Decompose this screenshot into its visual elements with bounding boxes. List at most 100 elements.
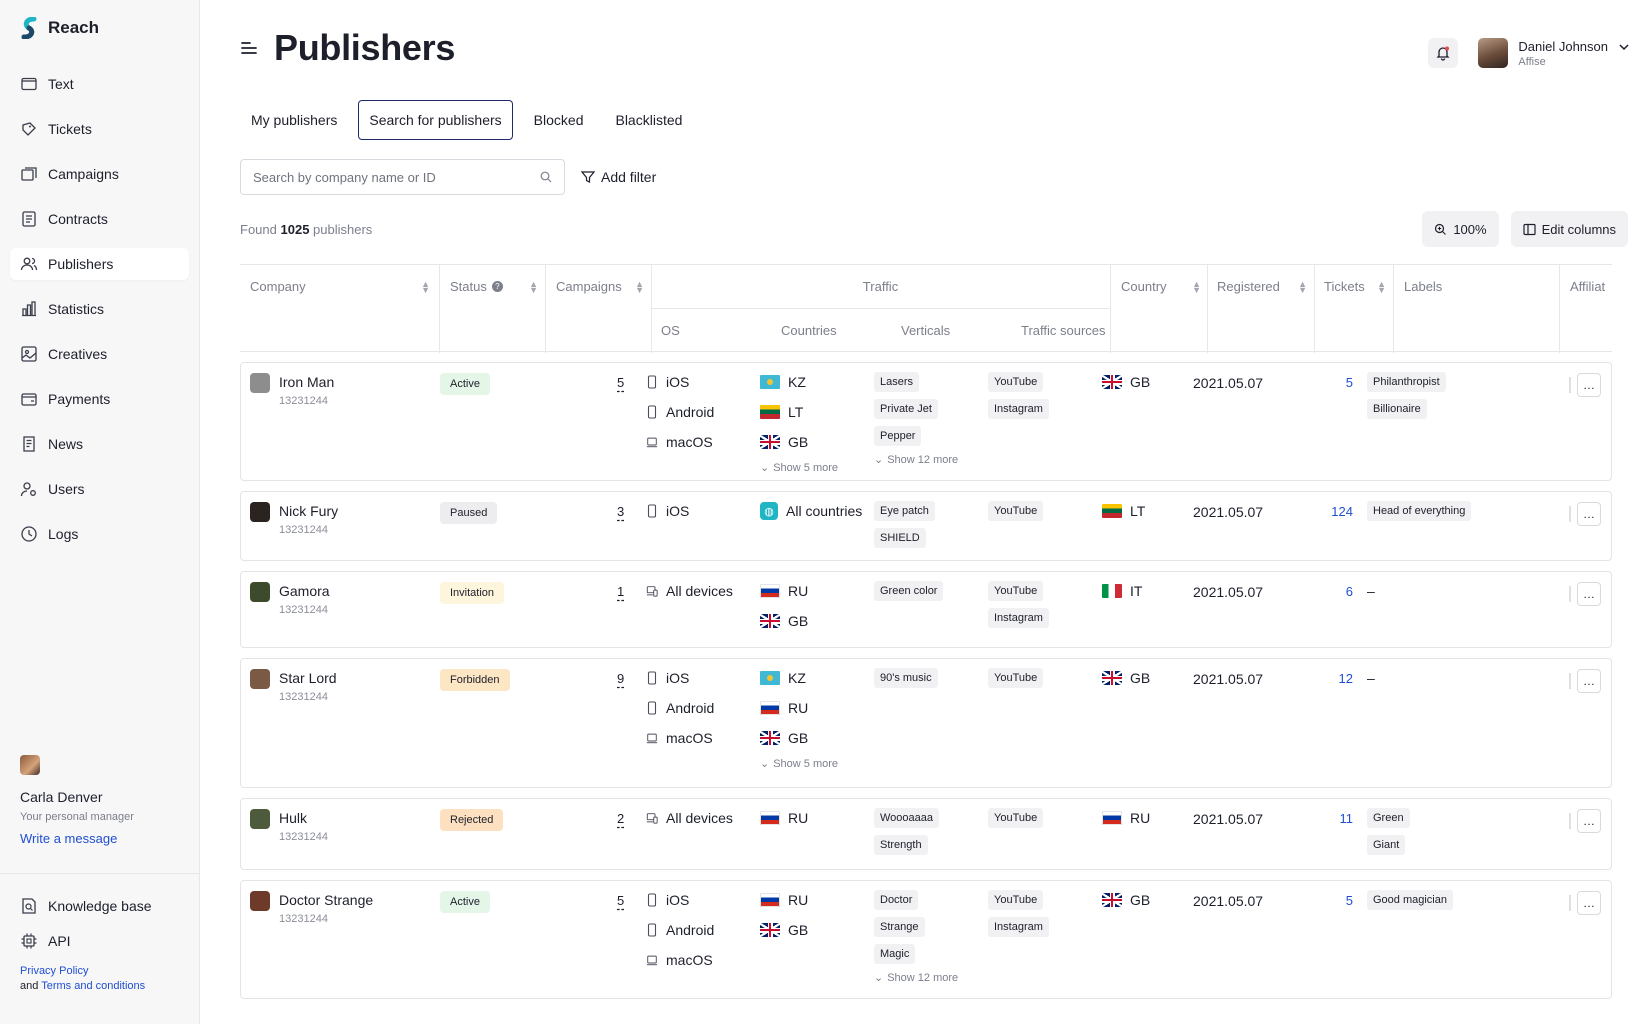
table-row[interactable]: Doctor Strange 13231244 Active 5 iOS Android m…	[240, 880, 1612, 999]
search-input[interactable]	[253, 169, 523, 185]
add-filter-label: Add filter	[601, 169, 657, 185]
campaigns-count[interactable]: 1	[617, 584, 625, 599]
status-badge: Active	[440, 373, 490, 395]
phone-icon	[646, 923, 658, 937]
write-message-link[interactable]: Write a message	[20, 831, 118, 846]
sidebar-item-knowledge-base[interactable]: Knowledge base	[20, 894, 179, 918]
company-name[interactable]: Hulk	[279, 810, 308, 826]
show-more-verticals[interactable]: ⌄ Show 12 more	[874, 971, 958, 985]
notifications-button[interactable]	[1428, 38, 1459, 68]
col-countries: Countries	[781, 323, 837, 338]
traffic-source-tag: YouTube	[988, 890, 1044, 910]
campaigns-count[interactable]: 3	[617, 504, 625, 519]
status-badge: Forbidden	[440, 669, 510, 691]
company-name[interactable]: Doctor Strange	[279, 892, 374, 908]
vertical-tag: Private Jet	[874, 399, 938, 419]
sidebar-item-text[interactable]: Text	[10, 68, 189, 100]
sidebar-item-contracts[interactable]: Contracts	[10, 203, 189, 235]
chevron-down-icon: ⌄	[874, 972, 884, 984]
tickets-count[interactable]: 5	[1345, 893, 1353, 908]
tickets-count[interactable]: 124	[1331, 504, 1353, 519]
table-row[interactable]: Nick Fury 13231244 Paused 3 iOS ◍ All countrie…	[240, 491, 1612, 561]
zoom-button[interactable]: 100%	[1422, 211, 1499, 247]
country-label: RU	[788, 892, 809, 908]
search-icon[interactable]	[540, 171, 552, 183]
app-logo[interactable]: Reach	[0, 0, 199, 56]
company-name[interactable]: Gamora	[279, 583, 330, 599]
company-name[interactable]: Nick Fury	[279, 503, 339, 519]
row-actions-button[interactable]: …	[1577, 669, 1601, 693]
user-company: Affise	[1518, 55, 1546, 68]
os-label: Android	[666, 700, 715, 716]
terms-link[interactable]: Terms and conditions	[41, 980, 146, 992]
show-more-verticals[interactable]: ⌄ Show 12 more	[874, 453, 958, 467]
col-tickets[interactable]: Tickets ▲ ▼	[1324, 279, 1386, 294]
table-row[interactable]: Hulk 13231244 Rejected 2 All devices RU Woooaa…	[240, 798, 1612, 870]
col-company[interactable]: Company ▲ ▼	[250, 279, 430, 294]
columns-icon	[1522, 223, 1536, 235]
os-label: Android	[666, 404, 715, 420]
company-avatar	[250, 582, 270, 602]
col-campaigns[interactable]: Campaigns ▲ ▼	[556, 279, 644, 294]
tab-blocked[interactable]: Blocked	[533, 112, 584, 128]
col-status[interactable]: Status? ▲ ▼	[450, 279, 538, 294]
company-cell: Hulk 13231244	[250, 809, 328, 843]
sidebar-item-label: Creatives	[48, 346, 108, 362]
show-more-label: Show 5 more	[773, 757, 839, 770]
table-row[interactable]: Gamora 13231244 Invitation 1 All devices RU GB…	[240, 571, 1612, 648]
show-more-countries[interactable]: ⌄ Show 5 more	[760, 461, 838, 475]
sidebar-item-api[interactable]: API	[20, 929, 179, 953]
row-actions-button[interactable]: …	[1577, 891, 1601, 915]
campaigns-count[interactable]: 9	[617, 671, 625, 686]
sidebar-item-publishers[interactable]: Publishers	[10, 248, 189, 280]
row-actions-button[interactable]: …	[1577, 582, 1601, 606]
tab-search-for-publishers[interactable]: Search for publishers	[358, 100, 513, 140]
campaigns-count[interactable]: 5	[617, 375, 625, 390]
privacy-policy-link[interactable]: Privacy Policy	[20, 965, 89, 977]
show-more-countries[interactable]: ⌄ Show 5 more	[760, 757, 839, 771]
col-countries-label: Countries	[781, 323, 837, 338]
registered-cell: 2021.05.07	[1193, 811, 1264, 827]
tickets-count[interactable]: 6	[1345, 584, 1353, 599]
sidebar-item-tickets[interactable]: Tickets	[10, 113, 189, 145]
table-row[interactable]: Star Lord 13231244 Forbidden 9 iOS Android mac…	[240, 658, 1612, 788]
edit-columns-button[interactable]: Edit columns	[1510, 211, 1628, 247]
tickets-count[interactable]: 11	[1339, 811, 1354, 826]
row-actions-button[interactable]: …	[1577, 809, 1601, 833]
row-actions-button[interactable]: …	[1577, 373, 1601, 397]
tickets-count[interactable]: 5	[1345, 375, 1353, 390]
user-menu[interactable]: Daniel Johnson Affise	[1478, 38, 1630, 68]
tickets-count[interactable]: 12	[1338, 671, 1353, 686]
col-country[interactable]: Country ▲ ▼	[1121, 279, 1201, 294]
sidebar-item-statistics[interactable]: Statistics	[10, 293, 189, 325]
traffic-source-tag: YouTube	[988, 808, 1044, 828]
tab-my-publishers[interactable]: My publishers	[251, 112, 338, 128]
vertical-tag: Magic	[874, 944, 916, 964]
company-name[interactable]: Iron Man	[279, 374, 335, 390]
tab-blacklisted[interactable]: Blacklisted	[615, 112, 683, 128]
table-row[interactable]: Iron Man 13231244 Active 5 iOS Android macOS KZ…	[240, 362, 1612, 481]
menu-collapse-icon[interactable]	[240, 39, 258, 57]
status-badge: Paused	[440, 502, 498, 524]
company-name[interactable]: Star Lord	[279, 670, 337, 686]
sidebar-item-news[interactable]: News	[10, 428, 189, 460]
sidebar-item-creatives[interactable]: Creatives	[10, 338, 189, 370]
main-content: Publishers Daniel Johnson Affise	[200, 0, 1650, 1024]
campaigns-count[interactable]: 2	[617, 811, 625, 826]
col-registered[interactable]: Registered ▲ ▼	[1217, 279, 1307, 294]
campaigns-count[interactable]: 5	[617, 893, 625, 908]
sidebar-item-logs[interactable]: Logs	[10, 518, 189, 550]
traffic-sources-cell: YouTube	[988, 808, 1044, 835]
laptop-icon	[646, 953, 658, 967]
zoom-label: 100%	[1453, 221, 1487, 237]
sidebar-item-campaigns[interactable]: Campaigns	[10, 158, 189, 190]
add-filter-button[interactable]: Add filter	[581, 169, 656, 185]
sidebar-item-label: Contracts	[48, 211, 108, 227]
row-actions-button[interactable]: …	[1577, 502, 1601, 526]
registered-cell: 2021.05.07	[1193, 375, 1264, 391]
label-tag: Green	[1367, 808, 1410, 828]
chip-icon	[20, 932, 38, 950]
sidebar-item-users[interactable]: Users	[10, 473, 189, 505]
phone-icon	[646, 893, 658, 907]
sidebar-item-payments[interactable]: Payments	[10, 383, 189, 415]
